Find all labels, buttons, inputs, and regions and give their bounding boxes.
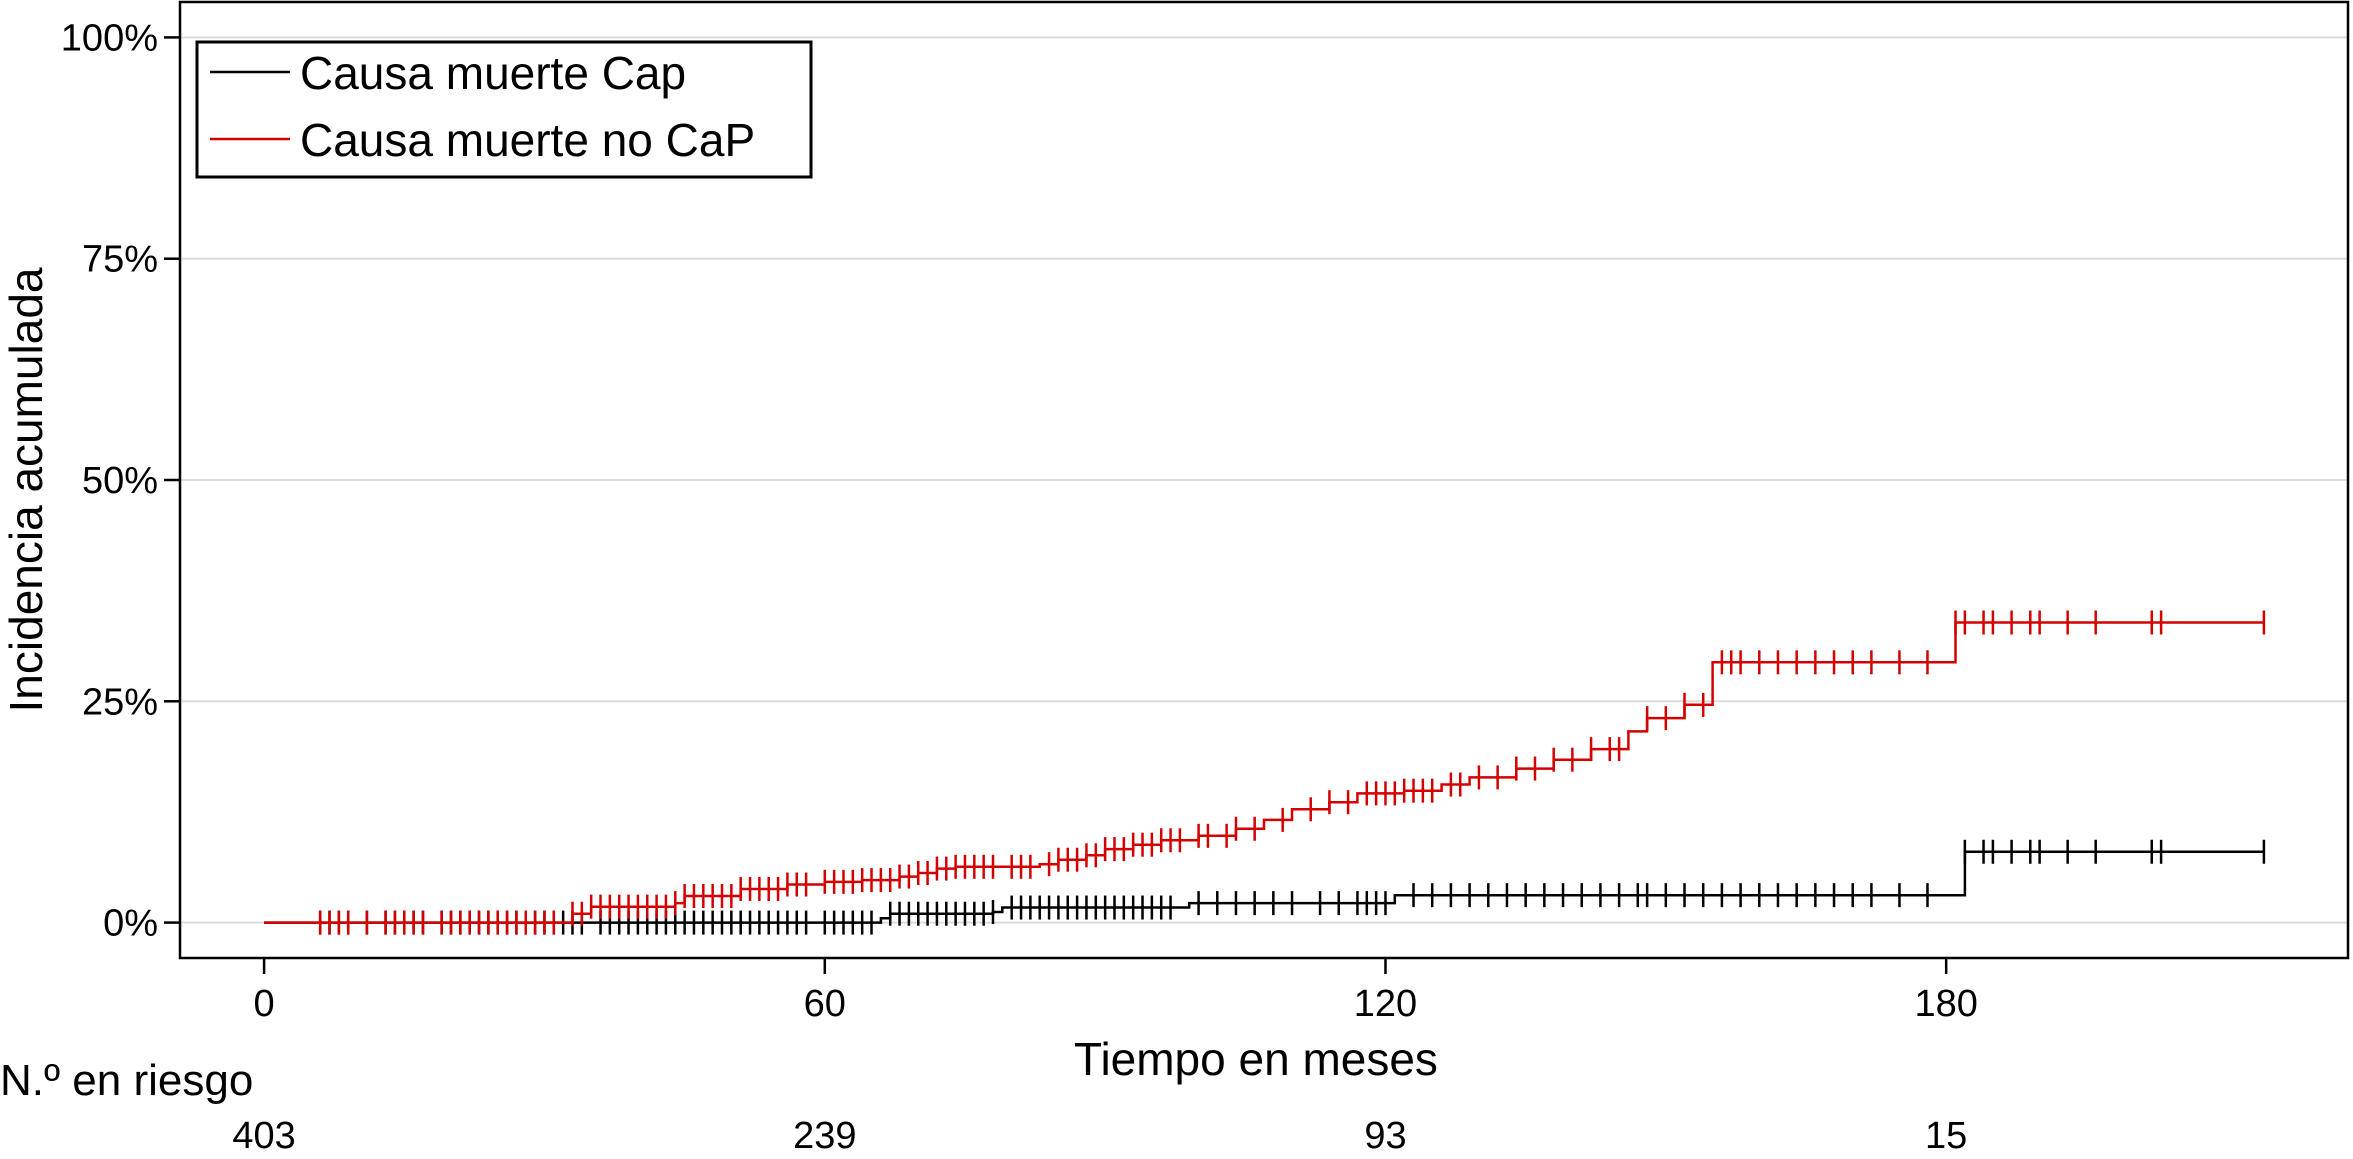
x-tick-label: 0 xyxy=(254,983,275,1025)
y-tick-label: 0% xyxy=(103,903,158,945)
x-tick-label: 180 xyxy=(1914,983,1977,1025)
series-cap xyxy=(264,839,2266,935)
y-tick-label: 50% xyxy=(82,460,158,502)
risk-table-title: N.º en riesgo xyxy=(0,1056,253,1105)
grid-lines xyxy=(180,36,2348,924)
risk-count: 403 xyxy=(232,1115,295,1157)
y-tick-label: 75% xyxy=(82,239,158,281)
legend-label-cap: Causa muerte Cap xyxy=(300,47,686,99)
legend: Causa muerte Cap Causa muerte no CaP xyxy=(195,40,813,179)
y-tick-label: 100% xyxy=(61,17,158,59)
x-tick-label: 120 xyxy=(1354,983,1417,1025)
y-axis-title: Incidencia acumulada xyxy=(0,267,52,712)
axes: 0% 25% 50% 75% 100% 0 60 120 180 xyxy=(61,17,1978,1025)
step-line xyxy=(264,850,2264,924)
legend-box xyxy=(195,40,813,179)
x-axis-title: Tiempo en meses xyxy=(1074,1033,1438,1085)
risk-table: 403 239 93 15 xyxy=(232,1115,1967,1157)
series-layer xyxy=(264,610,2266,935)
y-tick-label: 25% xyxy=(82,681,158,723)
risk-count: 15 xyxy=(1925,1115,1967,1157)
risk-count: 93 xyxy=(1364,1115,1406,1157)
series-no-cap xyxy=(264,610,2266,935)
legend-label-no-cap: Causa muerte no CaP xyxy=(300,114,755,166)
x-tick-label: 60 xyxy=(804,983,846,1025)
risk-count: 239 xyxy=(793,1115,856,1157)
